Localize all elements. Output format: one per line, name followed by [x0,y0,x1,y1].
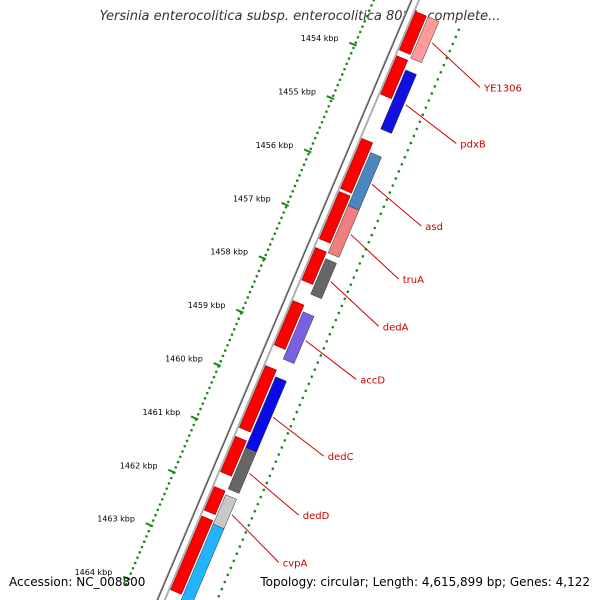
gene-label-dedD[interactable]: dedD [303,511,330,522]
tick-mark [281,201,290,207]
tick-mark [145,522,154,528]
tick-label: 1464 kbp [75,568,113,577]
gene-label-line [330,281,380,327]
forward-cds [301,247,327,285]
tick-label: 1457 kbp [233,194,271,203]
tick-mark [122,575,131,581]
gene-dedA-cds[interactable] [310,258,337,300]
gene-label-pdxB[interactable]: pdxB [460,139,486,150]
gene-YE1306-cds[interactable] [410,16,440,64]
backbone-layer [156,0,421,600]
forward-cds [340,137,374,194]
gene-label-dedA[interactable]: dedA [383,322,409,333]
gene-label-asd[interactable]: asd [425,222,443,233]
forward-cds [398,11,427,55]
forward-cds-layer [170,11,427,595]
tick-label: 1459 kbp [188,301,226,310]
tick-label: 1460 kbp [165,354,203,363]
tick-mark [326,95,335,101]
tick-mark [348,41,357,47]
inner-dot-row [217,28,461,598]
tick-mark [167,468,176,474]
map-title: Yersinia enterocolitica subsp. enterocol… [99,9,501,24]
gene-label-line [272,417,325,457]
gene-label-YE1306[interactable]: YE1306 [483,83,522,94]
tick-layer: 1454 kbp 1455 kbp 1456 kbp 1457 kbp 1458 kbp… [75,34,357,581]
reverse-cds-layer [178,16,440,600]
tick-mark [235,308,244,314]
gene-label-line [305,340,357,380]
forward-cds [203,486,226,516]
gene-label-line [231,514,280,563]
tick-mark [213,362,222,368]
tick-label: 1456 kbp [256,141,294,150]
forward-cds [273,300,305,350]
tick-label: 1458 kbp [210,248,248,257]
gene-label-line [350,234,400,280]
gene-label-truA[interactable]: truA [403,275,424,286]
gene-dedD-cds[interactable] [227,447,257,494]
tick-label: 1463 kbp [97,515,135,524]
gc-dots-layer [124,0,461,598]
forward-cds [238,365,277,433]
gene-accD-cds[interactable] [282,311,315,364]
forward-cds [220,435,247,477]
topology-summary: Topology: circular; Length: 4,615,899 bp… [260,575,590,589]
gene-unnamed-cds[interactable] [178,523,225,600]
tick-mark [190,415,199,421]
gene-label-accD[interactable]: accD [360,375,385,386]
gene-label-line [371,184,422,227]
outer-dot-row [124,0,376,586]
gene-label-layer: YE1306 pdxB asd truA dedA accD dedC dedD cvpA [231,42,522,569]
gene-label-cvpA[interactable]: cvpA [283,558,308,569]
tick-label: 1462 kbp [120,461,158,470]
gene-label-dedC[interactable]: dedC [328,452,354,463]
gene-label-line [431,42,481,88]
accession-text: Accession: NC_008800 [9,575,146,589]
gene-pdxB-cds[interactable] [380,69,417,134]
tick-mark [258,255,267,261]
gene-truA-cds[interactable] [327,205,360,258]
forward-cds [170,515,214,595]
forward-cds [380,55,409,100]
tick-label: 1455 kbp [278,88,316,97]
gene-label-line [249,473,300,516]
tick-mark [303,148,312,154]
tick-label: 1454 kbp [301,34,339,43]
gene-label-line [405,104,457,144]
forward-cds [318,191,351,244]
tick-label: 1461 kbp [142,408,180,417]
